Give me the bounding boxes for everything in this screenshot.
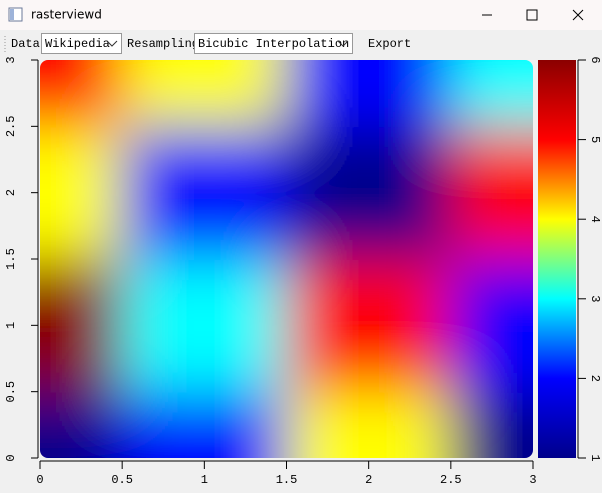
raster-cell — [40, 259, 124, 393]
data-combo[interactable] — [41, 33, 122, 54]
app-icon-part — [10, 9, 14, 20]
x-tick-label: 0.5 — [111, 473, 133, 487]
y-tick-label: 0.5 — [4, 381, 18, 403]
x-tick-label: 2 — [365, 473, 372, 487]
x-tick-label: 3 — [529, 473, 536, 487]
z-tick-label: 5 — [588, 136, 602, 143]
resampling-combo[interactable] — [194, 33, 353, 54]
data-label: Data — [11, 37, 40, 51]
raster-cell — [40, 391, 124, 458]
y-tick-label: 1 — [4, 322, 18, 329]
y-tick-label: 1.5 — [4, 248, 18, 270]
x-tick-label: 1.5 — [276, 473, 298, 487]
raster-cell — [286, 391, 452, 458]
raster-cell — [122, 391, 288, 458]
raster-cell — [122, 259, 288, 393]
close-button[interactable] — [572, 9, 584, 21]
z-tick-label: 6 — [588, 56, 602, 63]
color-bar — [538, 60, 576, 458]
raster-cell — [122, 126, 288, 260]
raster-cell — [450, 60, 533, 128]
title-bar — [0, 0, 602, 30]
raster-cell — [286, 60, 452, 128]
raster-cell — [450, 391, 533, 458]
y-tick-label: 3 — [4, 56, 18, 63]
export-button[interactable]: Export — [368, 37, 411, 51]
raster-cell — [450, 126, 533, 260]
y-tick-label: 0 — [4, 454, 18, 461]
raster-cell — [40, 126, 124, 260]
data-combo-text: Wikipedia — [45, 37, 110, 51]
x-tick-label: 1 — [201, 473, 208, 487]
z-tick-label: 2 — [588, 375, 602, 382]
combo-arrow — [337, 40, 349, 47]
maximize-button[interactable] — [526, 9, 538, 21]
z-tick-label: 1 — [588, 454, 602, 461]
y-tick-label: 2.5 — [4, 116, 18, 138]
x-tick-label: 0 — [36, 473, 43, 487]
resampling-combo-text: Bicubic Interpolation — [198, 37, 349, 51]
z-tick-label: 3 — [588, 295, 602, 302]
combo-arrow — [106, 40, 118, 47]
raster-cell — [286, 259, 452, 393]
z-tick-label: 4 — [588, 216, 602, 223]
y-tick-label: 2 — [4, 189, 18, 196]
raster-cell — [40, 60, 124, 128]
raster-cell — [286, 126, 452, 260]
resampling-label: Resampling — [127, 37, 199, 51]
raster-cell — [122, 60, 288, 128]
raster-cell — [450, 259, 533, 393]
window-title: rasterviewd — [31, 8, 102, 22]
x-tick-label: 2.5 — [440, 473, 462, 487]
